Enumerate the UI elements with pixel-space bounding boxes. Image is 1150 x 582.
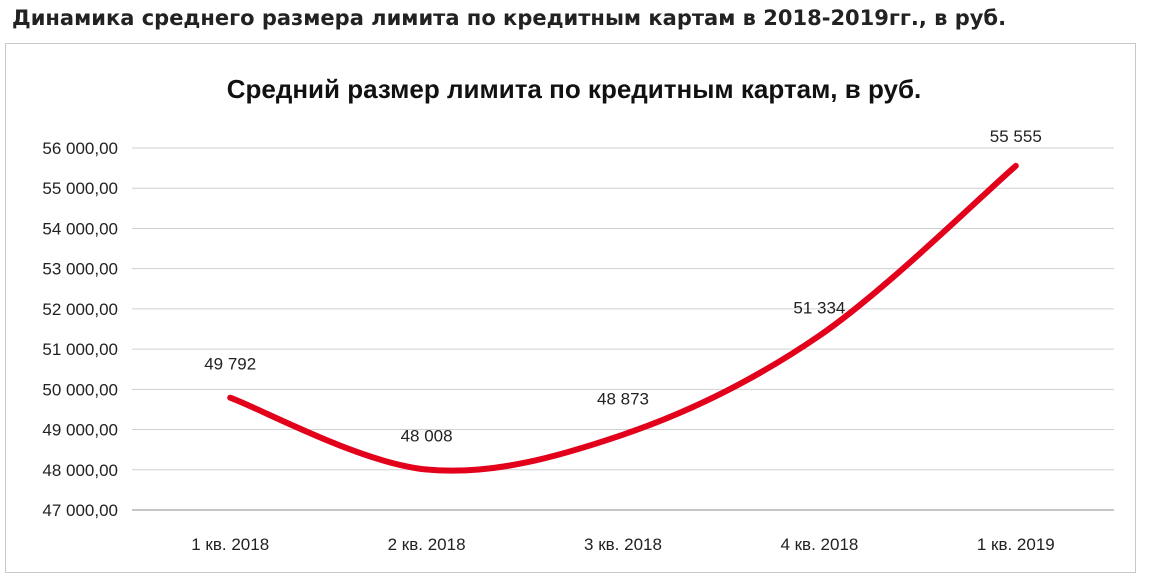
x-tick-label: 1 кв. 2019 — [977, 535, 1055, 554]
data-label: 51 334 — [793, 299, 845, 318]
gridlines — [132, 147, 1114, 511]
x-tick-label: 2 кв. 2018 — [388, 535, 466, 554]
y-tick-label: 54 000,00 — [42, 219, 118, 238]
chart-title: Средний размер лимита по кредитным карта… — [227, 74, 922, 104]
y-axis-ticks: 47 000,00 48 000,00 49 000,00 50 000,00 51 0… — [42, 139, 118, 520]
y-tick-label: 47 000,00 — [42, 501, 118, 520]
x-tick-label: 3 кв. 2018 — [584, 535, 662, 554]
y-tick-label: 50 000,00 — [42, 380, 118, 399]
data-label: 49 792 — [204, 355, 256, 374]
y-tick-label: 56 000,00 — [42, 139, 118, 158]
y-tick-label: 49 000,00 — [42, 421, 118, 440]
y-tick-label: 53 000,00 — [42, 260, 118, 279]
x-tick-label: 4 кв. 2018 — [780, 535, 858, 554]
page-heading: Динамика среднего размера лимита по кред… — [12, 6, 1007, 30]
x-axis-ticks: 1 кв. 2018 2 кв. 2018 3 кв. 2018 4 кв. 2018… — [191, 535, 1055, 554]
data-label: 55 555 — [990, 127, 1042, 146]
data-label: 48 873 — [597, 390, 649, 409]
y-tick-label: 52 000,00 — [42, 300, 118, 319]
series-layer — [227, 162, 1019, 474]
data-labels: 49 792 48 008 48 873 51 334 55 555 — [204, 127, 1042, 446]
y-tick-label: 48 000,00 — [42, 461, 118, 480]
chart-frame — [5, 43, 1136, 573]
y-tick-label: 51 000,00 — [42, 340, 118, 359]
series-line — [227, 162, 1019, 474]
data-label: 48 008 — [401, 426, 453, 445]
x-tick-label: 1 кв. 2018 — [191, 535, 269, 554]
y-tick-label: 55 000,00 — [42, 179, 118, 198]
